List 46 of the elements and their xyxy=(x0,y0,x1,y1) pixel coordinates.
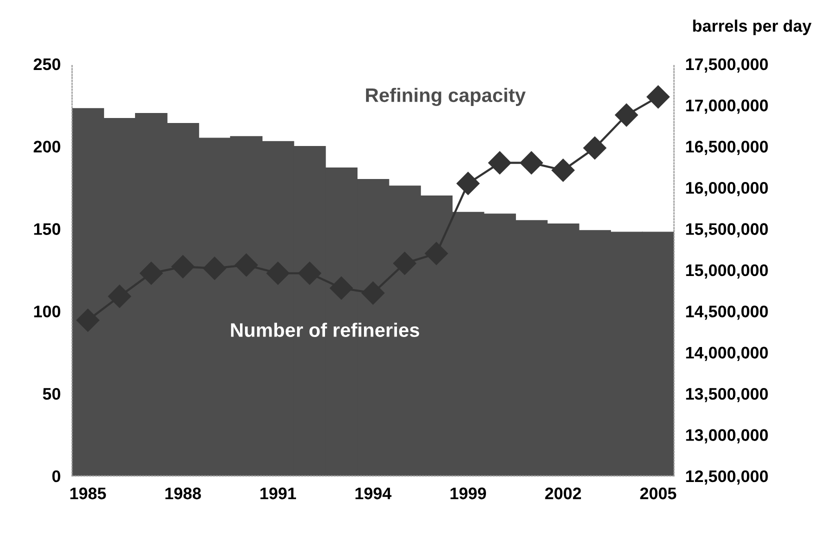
point xyxy=(108,284,132,308)
text: Refining capacity xyxy=(366,88,526,106)
point xyxy=(203,256,226,280)
y2-axis-title: barrels per day xyxy=(693,20,812,36)
x-tick-label: 1988 xyxy=(165,488,201,500)
y-tick-label: 150 xyxy=(34,223,60,235)
y2-tick-label: 14,500,000 xyxy=(686,306,768,320)
x-tick-label: 1985 xyxy=(70,488,106,500)
x-tick-label: 1999 xyxy=(450,488,486,500)
x-tick-label: 1994 xyxy=(356,488,392,500)
point xyxy=(583,136,606,160)
y2-tick-label: 15,000,000 xyxy=(686,264,768,279)
y2-tick-label: 16,500,000 xyxy=(686,140,768,155)
x-tick-label: 1991 xyxy=(260,488,296,500)
y-tick-label: 50 xyxy=(42,388,60,400)
point xyxy=(266,262,290,285)
y-tick-label: 250 xyxy=(34,58,60,70)
point xyxy=(552,158,575,182)
point xyxy=(393,252,416,275)
point xyxy=(298,262,322,285)
point xyxy=(234,254,258,277)
point xyxy=(614,104,638,127)
point xyxy=(330,276,353,300)
y-tick-label: 100 xyxy=(34,306,60,318)
x-tick-label: 2005 xyxy=(640,488,676,500)
point xyxy=(76,308,100,332)
point xyxy=(488,151,512,174)
y2-tick-label: 17,000,000 xyxy=(686,100,768,114)
y2-tick-label: 13,000,000 xyxy=(686,429,768,444)
point xyxy=(140,262,163,285)
point xyxy=(520,151,543,174)
y2-tick-label: 16,000,000 xyxy=(686,182,768,196)
point xyxy=(424,242,448,265)
y2-tick-label: 12,500,000 xyxy=(686,470,768,485)
point xyxy=(171,255,194,278)
y2-tick-label: 14,000,000 xyxy=(686,346,768,361)
point xyxy=(456,172,480,195)
series-label: Number of refineries xyxy=(231,322,420,337)
y2-tick-label: 17,500,000 xyxy=(686,58,768,73)
y2-tick-label: 15,500,000 xyxy=(686,223,768,238)
y-tick-label: 200 xyxy=(34,140,60,153)
x-tick-label: 2002 xyxy=(545,488,581,500)
y-tick-label: 0 xyxy=(52,470,60,482)
y2-tick-label: 13,500,000 xyxy=(686,388,768,402)
point xyxy=(646,85,670,108)
point xyxy=(362,282,385,305)
